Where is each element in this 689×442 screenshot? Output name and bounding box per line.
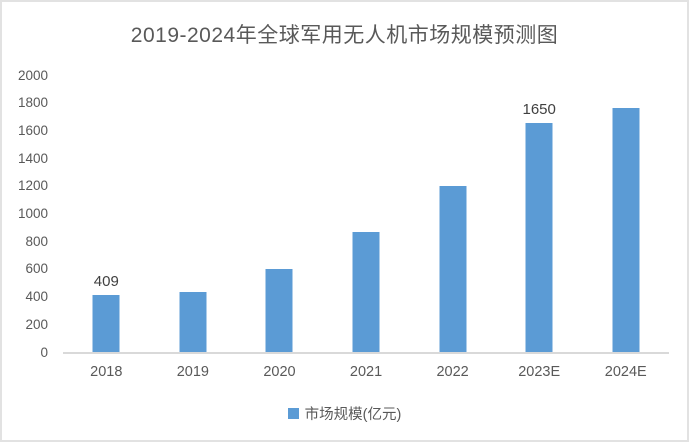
bar-value-label: 1650 bbox=[522, 101, 556, 119]
y-axis-tick-label: 1400 bbox=[17, 150, 48, 166]
x-axis-label: 2023E bbox=[518, 364, 561, 380]
x-axis-label: 2024E bbox=[604, 364, 647, 380]
x-axis-label: 2018 bbox=[90, 364, 123, 380]
y-axis-tick-label: 600 bbox=[25, 261, 48, 277]
x-axis-label: 2021 bbox=[349, 364, 383, 380]
y-axis-tick-label: 1000 bbox=[17, 205, 48, 221]
bar-slot bbox=[150, 75, 237, 352]
bar bbox=[612, 107, 640, 352]
bar-slot: 409 bbox=[63, 75, 150, 352]
y-axis-tick-label: 200 bbox=[25, 316, 48, 332]
x-axis-label: 2020 bbox=[263, 364, 296, 380]
x-axis-label: 2019 bbox=[176, 364, 209, 380]
y-axis-tick-label: 0 bbox=[40, 344, 48, 360]
bar bbox=[352, 231, 380, 352]
bar-slot bbox=[323, 75, 410, 352]
chart-title: 2019-2024年全球军用无人机市场规模预测图 bbox=[130, 24, 559, 47]
legend: 市场规模(亿元) bbox=[2, 403, 687, 424]
bar-slot bbox=[582, 75, 669, 352]
bar bbox=[179, 291, 207, 352]
bar-value-label: 409 bbox=[93, 273, 119, 291]
x-axis-label: 2022 bbox=[436, 364, 469, 380]
bar bbox=[439, 185, 467, 352]
x-axis: 2018 2019 2020 2021 2022 2023E 2024E bbox=[63, 364, 669, 384]
y-axis: 0 200 400 600 800 1000 1200 1400 1600 1800 2000 bbox=[2, 68, 52, 358]
bar bbox=[92, 295, 120, 352]
y-axis-tick-label: 1800 bbox=[17, 94, 48, 110]
plot-area: 409 1650 bbox=[63, 75, 669, 354]
bar-slot bbox=[236, 75, 323, 352]
bar bbox=[265, 268, 293, 352]
y-axis-tick-label: 1200 bbox=[17, 178, 48, 194]
y-axis-tick-label: 1600 bbox=[17, 122, 48, 138]
bar-slot bbox=[409, 75, 496, 352]
y-axis-tick-label: 800 bbox=[25, 233, 48, 249]
bars: 409 1650 bbox=[63, 75, 669, 352]
legend-marker-icon bbox=[287, 408, 299, 419]
y-axis-tick-label: 2000 bbox=[17, 67, 48, 83]
y-axis-tick-label: 400 bbox=[25, 288, 48, 304]
bar-slot: 1650 bbox=[496, 75, 583, 352]
legend-label: 市场规模(亿元) bbox=[304, 407, 402, 423]
bar bbox=[525, 123, 553, 352]
